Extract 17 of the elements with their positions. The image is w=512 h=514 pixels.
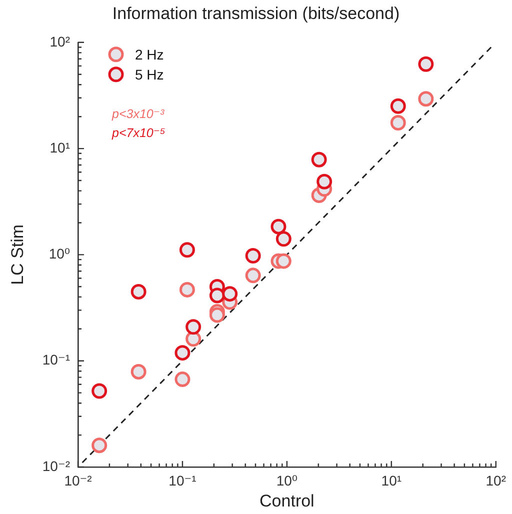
x-tick-label: 10¹	[381, 472, 402, 488]
y-tick-label: 10⁰	[48, 246, 70, 262]
chart-title: Information transmission (bits/second)	[112, 4, 400, 23]
x-axis-title: Control	[260, 491, 314, 510]
y-tick-label: 10⁻¹	[42, 352, 70, 368]
x-tick-label: 10⁻²	[64, 472, 92, 488]
x-tick-label: 10²	[486, 472, 506, 488]
legend-label: 2 Hz	[135, 46, 164, 62]
annotation: p<7x10⁻⁵	[111, 126, 166, 140]
x-tick-label: 10⁰	[276, 472, 298, 488]
legend-label: 5 Hz	[135, 66, 164, 82]
y-axis-title: LC Stim	[8, 224, 27, 285]
y-tick-label: 10²	[50, 33, 70, 50]
x-tick-label: 10⁻¹	[168, 472, 197, 488]
y-tick-label: 10⁻²	[42, 458, 70, 474]
y-tick-label: 10¹	[50, 139, 70, 156]
annotation: p<3x10⁻³	[111, 106, 165, 121]
